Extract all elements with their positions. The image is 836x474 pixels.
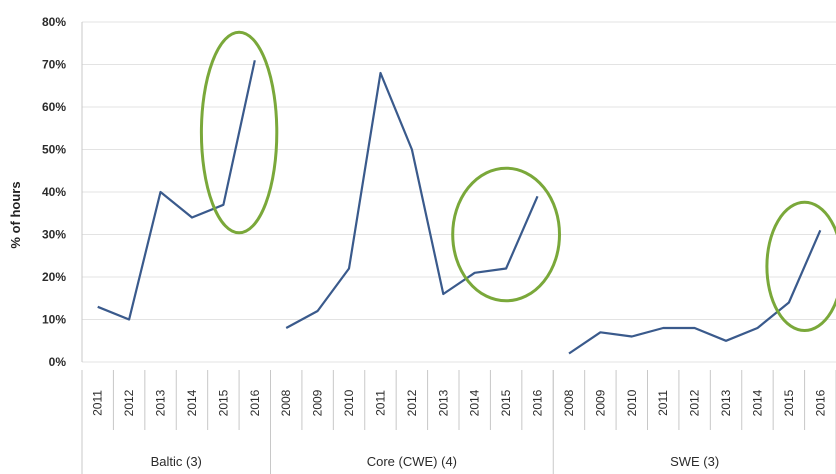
x-tick-label: 2013 xyxy=(154,389,168,416)
highlight-ellipse xyxy=(767,202,836,330)
x-tick-label: 2008 xyxy=(562,389,576,416)
series-line xyxy=(98,60,255,319)
x-tick-label: 2012 xyxy=(405,389,419,416)
y-axis: 0% 10% 20% 30% 40% 50% 60% 70% 80% xyxy=(42,15,82,369)
x-tick-label: 2014 xyxy=(468,389,482,416)
series-layer xyxy=(98,60,821,353)
x-tick-label: 2008 xyxy=(279,389,293,416)
y-tick-label: 0% xyxy=(49,355,67,369)
y-tick-label: 50% xyxy=(42,143,66,157)
series-line xyxy=(286,73,537,328)
x-tick-label: 2014 xyxy=(185,389,199,416)
highlight-layer xyxy=(201,32,836,330)
y-tick-label: 10% xyxy=(42,313,66,327)
x-tick-label: 2009 xyxy=(311,389,325,416)
y-tick-label: 30% xyxy=(42,228,66,242)
y-tick-label: 80% xyxy=(42,15,66,29)
x-tick-label: 2016 xyxy=(813,389,827,416)
x-tick-label: 2012 xyxy=(122,389,136,416)
y-tick-label: 70% xyxy=(42,58,66,72)
x-tick-label: 2011 xyxy=(91,390,105,416)
y-axis-title: % of hours xyxy=(8,181,23,248)
x-tick-label: 2010 xyxy=(625,389,639,416)
x-tick-label: 2011 xyxy=(373,390,387,416)
x-tick-label: 2016 xyxy=(531,389,545,416)
y-tick-label: 60% xyxy=(42,100,66,114)
x-tick-label: 2013 xyxy=(436,389,450,416)
x-tick-label: 2015 xyxy=(499,389,513,416)
x-tick-label: 2013 xyxy=(719,389,733,416)
x-tick-label: 2015 xyxy=(216,389,230,416)
group-label: SWE (3) xyxy=(670,454,719,469)
x-tick-label: 2011 xyxy=(656,390,670,416)
x-tick-label: 2010 xyxy=(342,389,356,416)
x-tick-label: 2009 xyxy=(593,389,607,416)
x-tick-label: 2015 xyxy=(782,389,796,416)
group-label: Baltic (3) xyxy=(151,454,202,469)
y-tick-label: 40% xyxy=(42,185,66,199)
group-label: Core (CWE) (4) xyxy=(367,454,457,469)
series-line xyxy=(569,230,820,353)
y-tick-label: 20% xyxy=(42,270,66,284)
grid-layer xyxy=(82,22,836,362)
x-tick-label: 2016 xyxy=(248,389,262,416)
x-tick-label: 2012 xyxy=(688,389,702,416)
x-axis: 2011 2012 2013 2014 2015 2016 Baltic (3) 2008 20… xyxy=(82,370,836,474)
x-tick-label: 2014 xyxy=(750,389,764,416)
